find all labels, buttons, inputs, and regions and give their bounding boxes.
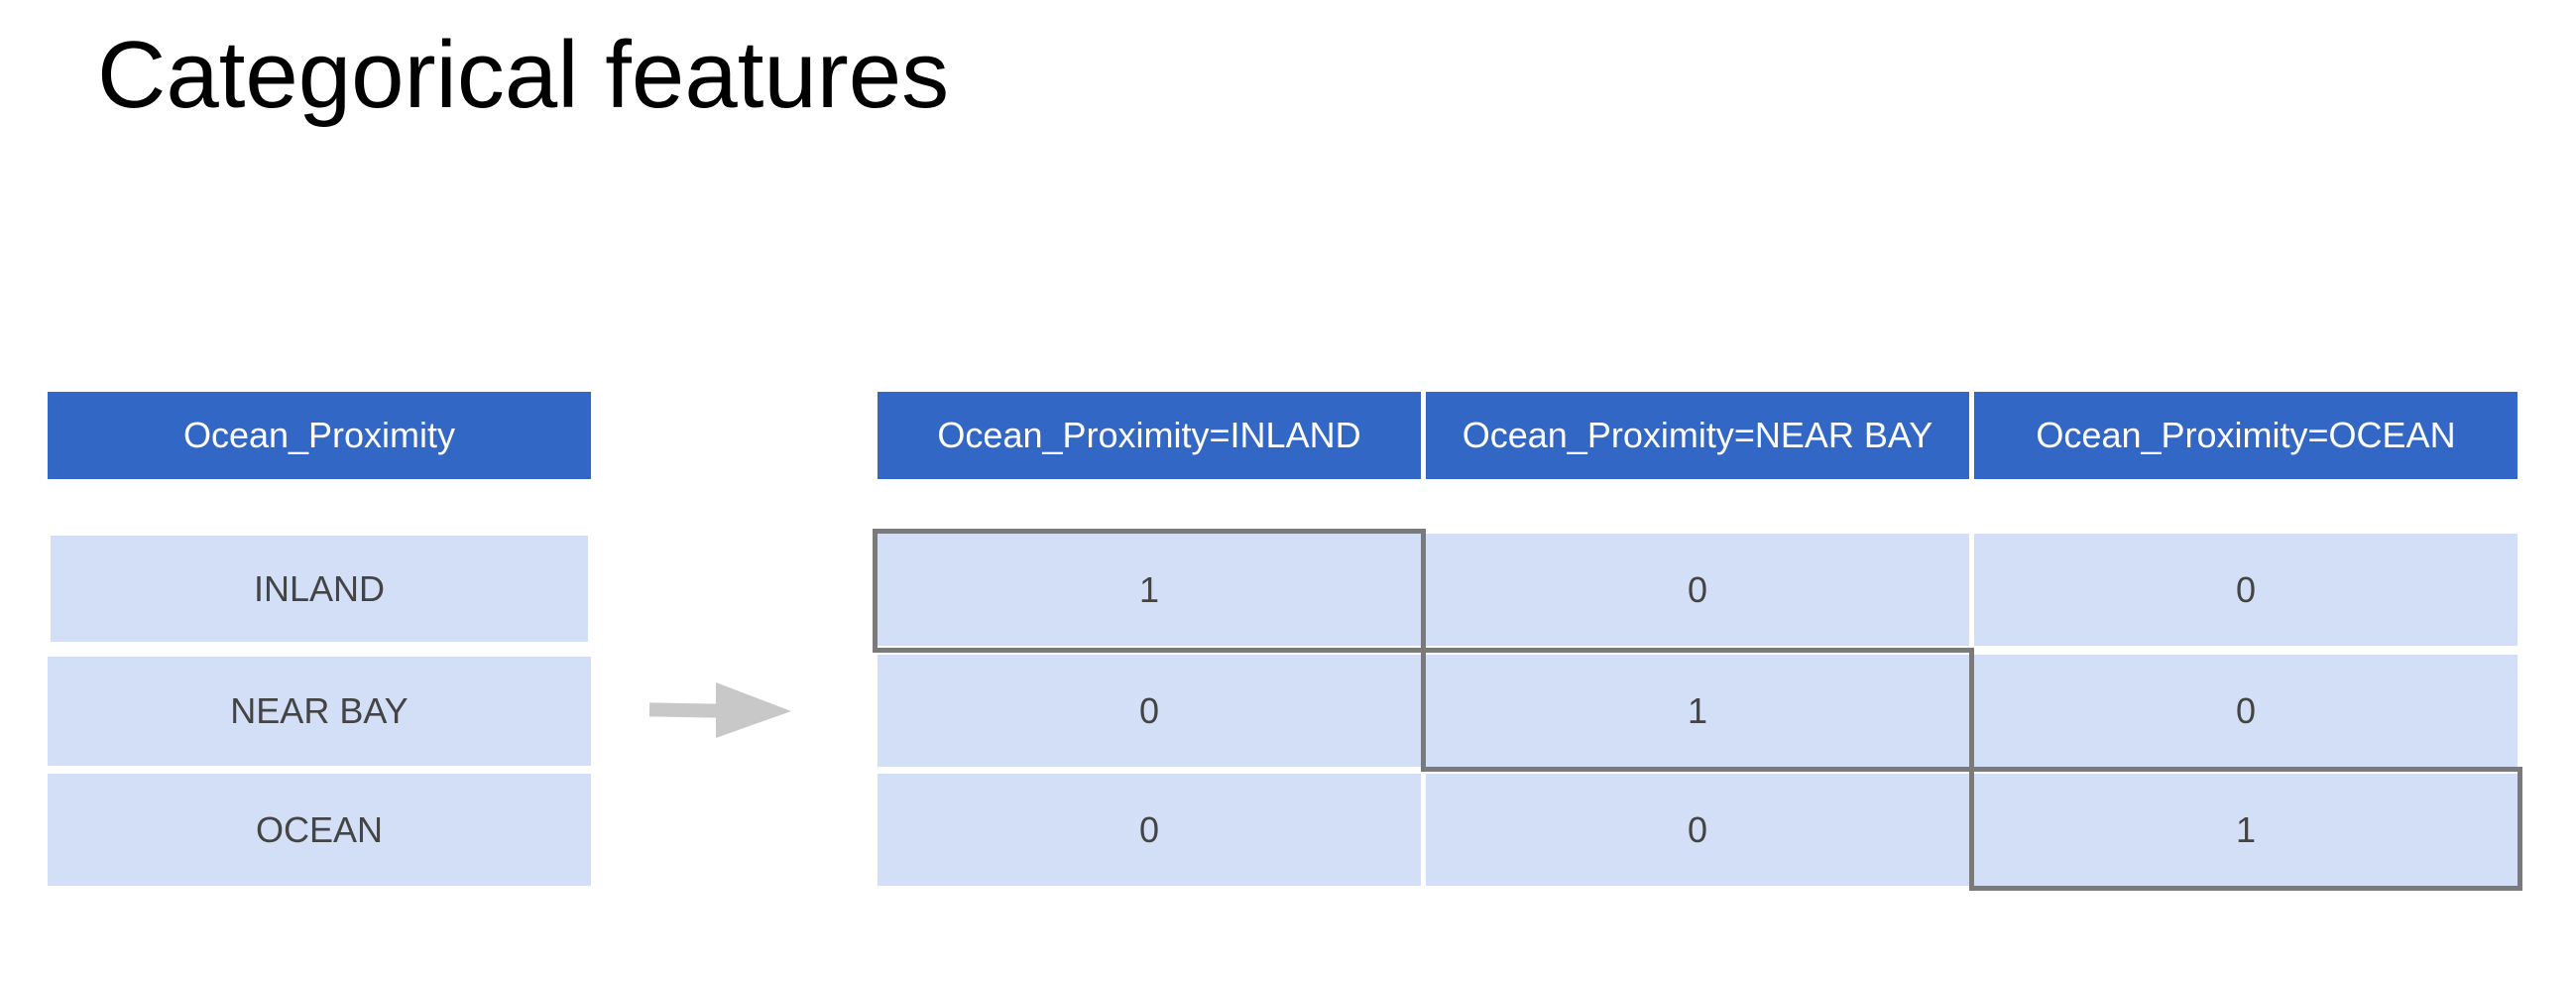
encoded-table-cell: 1 [1974, 774, 2517, 886]
encoded-table-cell: 0 [1426, 534, 1969, 646]
encoded-table-header-ocean: Ocean_Proximity=OCEAN [1974, 392, 2517, 479]
encoded-table-cell: 0 [1974, 655, 2517, 767]
encoded-table-cell: 0 [1974, 534, 2517, 646]
encoded-table-cell: 1 [1426, 655, 1969, 767]
encoded-table-header-near-bay: Ocean_Proximity=NEAR BAY [1426, 392, 1969, 479]
source-table-row: NEAR BAY [48, 657, 591, 766]
encoded-table-cell: 1 [878, 534, 1421, 646]
source-table-header: Ocean_Proximity [48, 392, 591, 479]
source-table-row: OCEAN [48, 774, 591, 886]
right-arrow-icon [648, 682, 791, 738]
encoded-table-cell: 0 [1426, 774, 1969, 886]
source-table-row: INLAND [51, 536, 588, 642]
encoded-table-cell: 0 [878, 774, 1421, 886]
slide-title: Categorical features [97, 22, 950, 128]
encoded-table-header-inland: Ocean_Proximity=INLAND [878, 392, 1421, 479]
encoded-table-cell: 0 [878, 655, 1421, 767]
